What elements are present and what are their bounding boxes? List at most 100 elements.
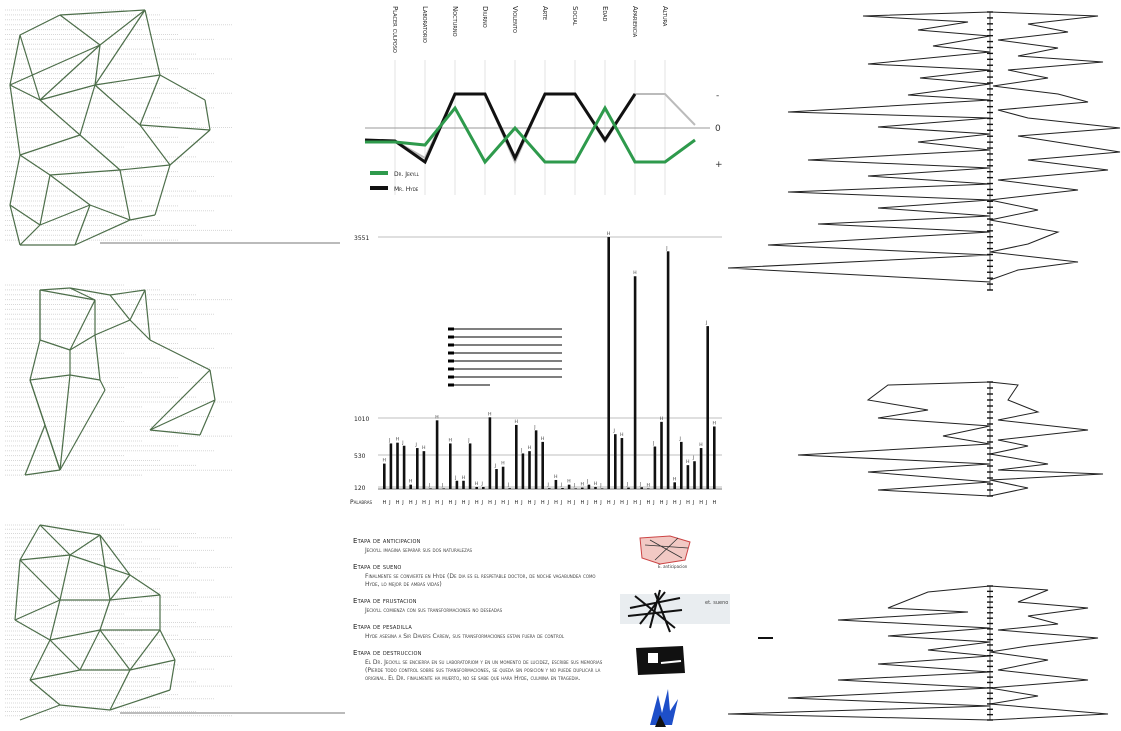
network-edge: [49, 169, 121, 176]
network-edge: [14, 599, 61, 621]
network-edge: [209, 369, 216, 401]
network-edge: [69, 374, 101, 381]
network-edge: [109, 294, 131, 321]
jekyll-line: [365, 104, 696, 165]
network-edge: [29, 669, 81, 681]
bar: [680, 441, 683, 489]
bar-label: J: [626, 482, 628, 488]
network-edge: [59, 704, 111, 711]
bar-label: J: [665, 245, 667, 251]
bar: [468, 443, 472, 489]
category-label: H: [594, 500, 598, 506]
bar-label: J: [692, 455, 694, 461]
category-label: J: [679, 500, 681, 506]
network-edge: [129, 214, 156, 221]
network-edge: [39, 84, 96, 101]
category-label: J: [507, 500, 509, 506]
bar-label: H: [673, 476, 676, 482]
network-edge: [129, 659, 176, 671]
network-edge: [159, 74, 206, 101]
bar-label: H: [554, 474, 557, 480]
bar: [455, 480, 459, 489]
bar-label: H: [660, 416, 663, 422]
network-edge: [74, 204, 91, 246]
network-edge: [39, 287, 71, 291]
network-edge: [119, 169, 131, 221]
bar-label: J: [586, 479, 588, 485]
category-label: H: [541, 500, 545, 506]
network-edge: [39, 99, 81, 136]
bar-label: J: [401, 440, 403, 446]
network-edge: [154, 164, 171, 216]
sketch-caption: E. anticipacion: [658, 564, 688, 569]
network-edge: [99, 379, 106, 391]
network-edge: [169, 129, 211, 166]
network-edge: [19, 554, 71, 561]
bar-label: H: [383, 458, 386, 464]
bar-label: H: [475, 481, 478, 487]
trait-label: Edad: [601, 6, 609, 22]
bar: [587, 484, 591, 489]
network-edge: [39, 289, 96, 301]
network-edge: [79, 84, 96, 136]
network-edge: [49, 599, 61, 641]
sketch-nightmare: [650, 689, 678, 727]
network-edge: [99, 9, 146, 46]
network-edge: [144, 289, 151, 341]
bar: [548, 488, 551, 489]
category-label: H: [567, 500, 571, 506]
category-label: H: [528, 500, 532, 506]
network-edge: [149, 339, 211, 371]
trait-label: Diurno: [481, 6, 489, 28]
bar-legend-lines: [448, 327, 562, 387]
category-label: J: [415, 500, 417, 506]
bar: [673, 482, 676, 489]
bar-label: H: [422, 445, 425, 451]
bar: [541, 441, 544, 489]
network-edge: [19, 704, 61, 721]
network-edges: [14, 524, 176, 721]
sketch-dream: et. sueno: [620, 589, 730, 633]
bar: [647, 488, 650, 489]
category-label: H: [581, 500, 585, 506]
network-edge: [19, 524, 41, 561]
network-edge: [99, 534, 131, 576]
category-label: J: [454, 500, 456, 506]
bar: [422, 451, 426, 489]
network-edge: [99, 534, 111, 601]
network-edge: [9, 84, 41, 101]
bar-label: J: [428, 482, 430, 488]
bar: [396, 442, 399, 489]
category-label: J: [560, 500, 562, 506]
trait-label: Social: [571, 6, 579, 26]
category-label: J: [705, 500, 707, 506]
profile-bottom: [728, 585, 1109, 721]
y-axis-label: Palabras: [350, 499, 373, 506]
category-label: H: [396, 500, 400, 506]
bar-label: H: [501, 461, 504, 467]
bar: [495, 469, 498, 489]
bar: [699, 448, 703, 489]
bar: [640, 487, 643, 489]
network-edge: [149, 369, 211, 431]
category-label: J: [388, 500, 390, 506]
bar-label: H: [515, 419, 518, 425]
bar: [620, 438, 624, 489]
category-label: H: [488, 500, 492, 506]
bar: [627, 487, 630, 489]
network-edge: [19, 224, 41, 246]
category-label: H: [475, 500, 479, 506]
network-edge: [94, 334, 101, 381]
network-edge: [159, 629, 176, 661]
bar-label: H: [581, 482, 584, 488]
network-edge: [59, 9, 146, 16]
bar-label: H: [620, 432, 623, 438]
bar: [660, 421, 663, 489]
network-edge: [139, 74, 161, 126]
category-label: H: [699, 500, 703, 506]
stage-description: Jeckyll comienza con sus transformacione…: [365, 607, 503, 614]
bar: [607, 237, 610, 489]
network-edge: [19, 559, 61, 601]
